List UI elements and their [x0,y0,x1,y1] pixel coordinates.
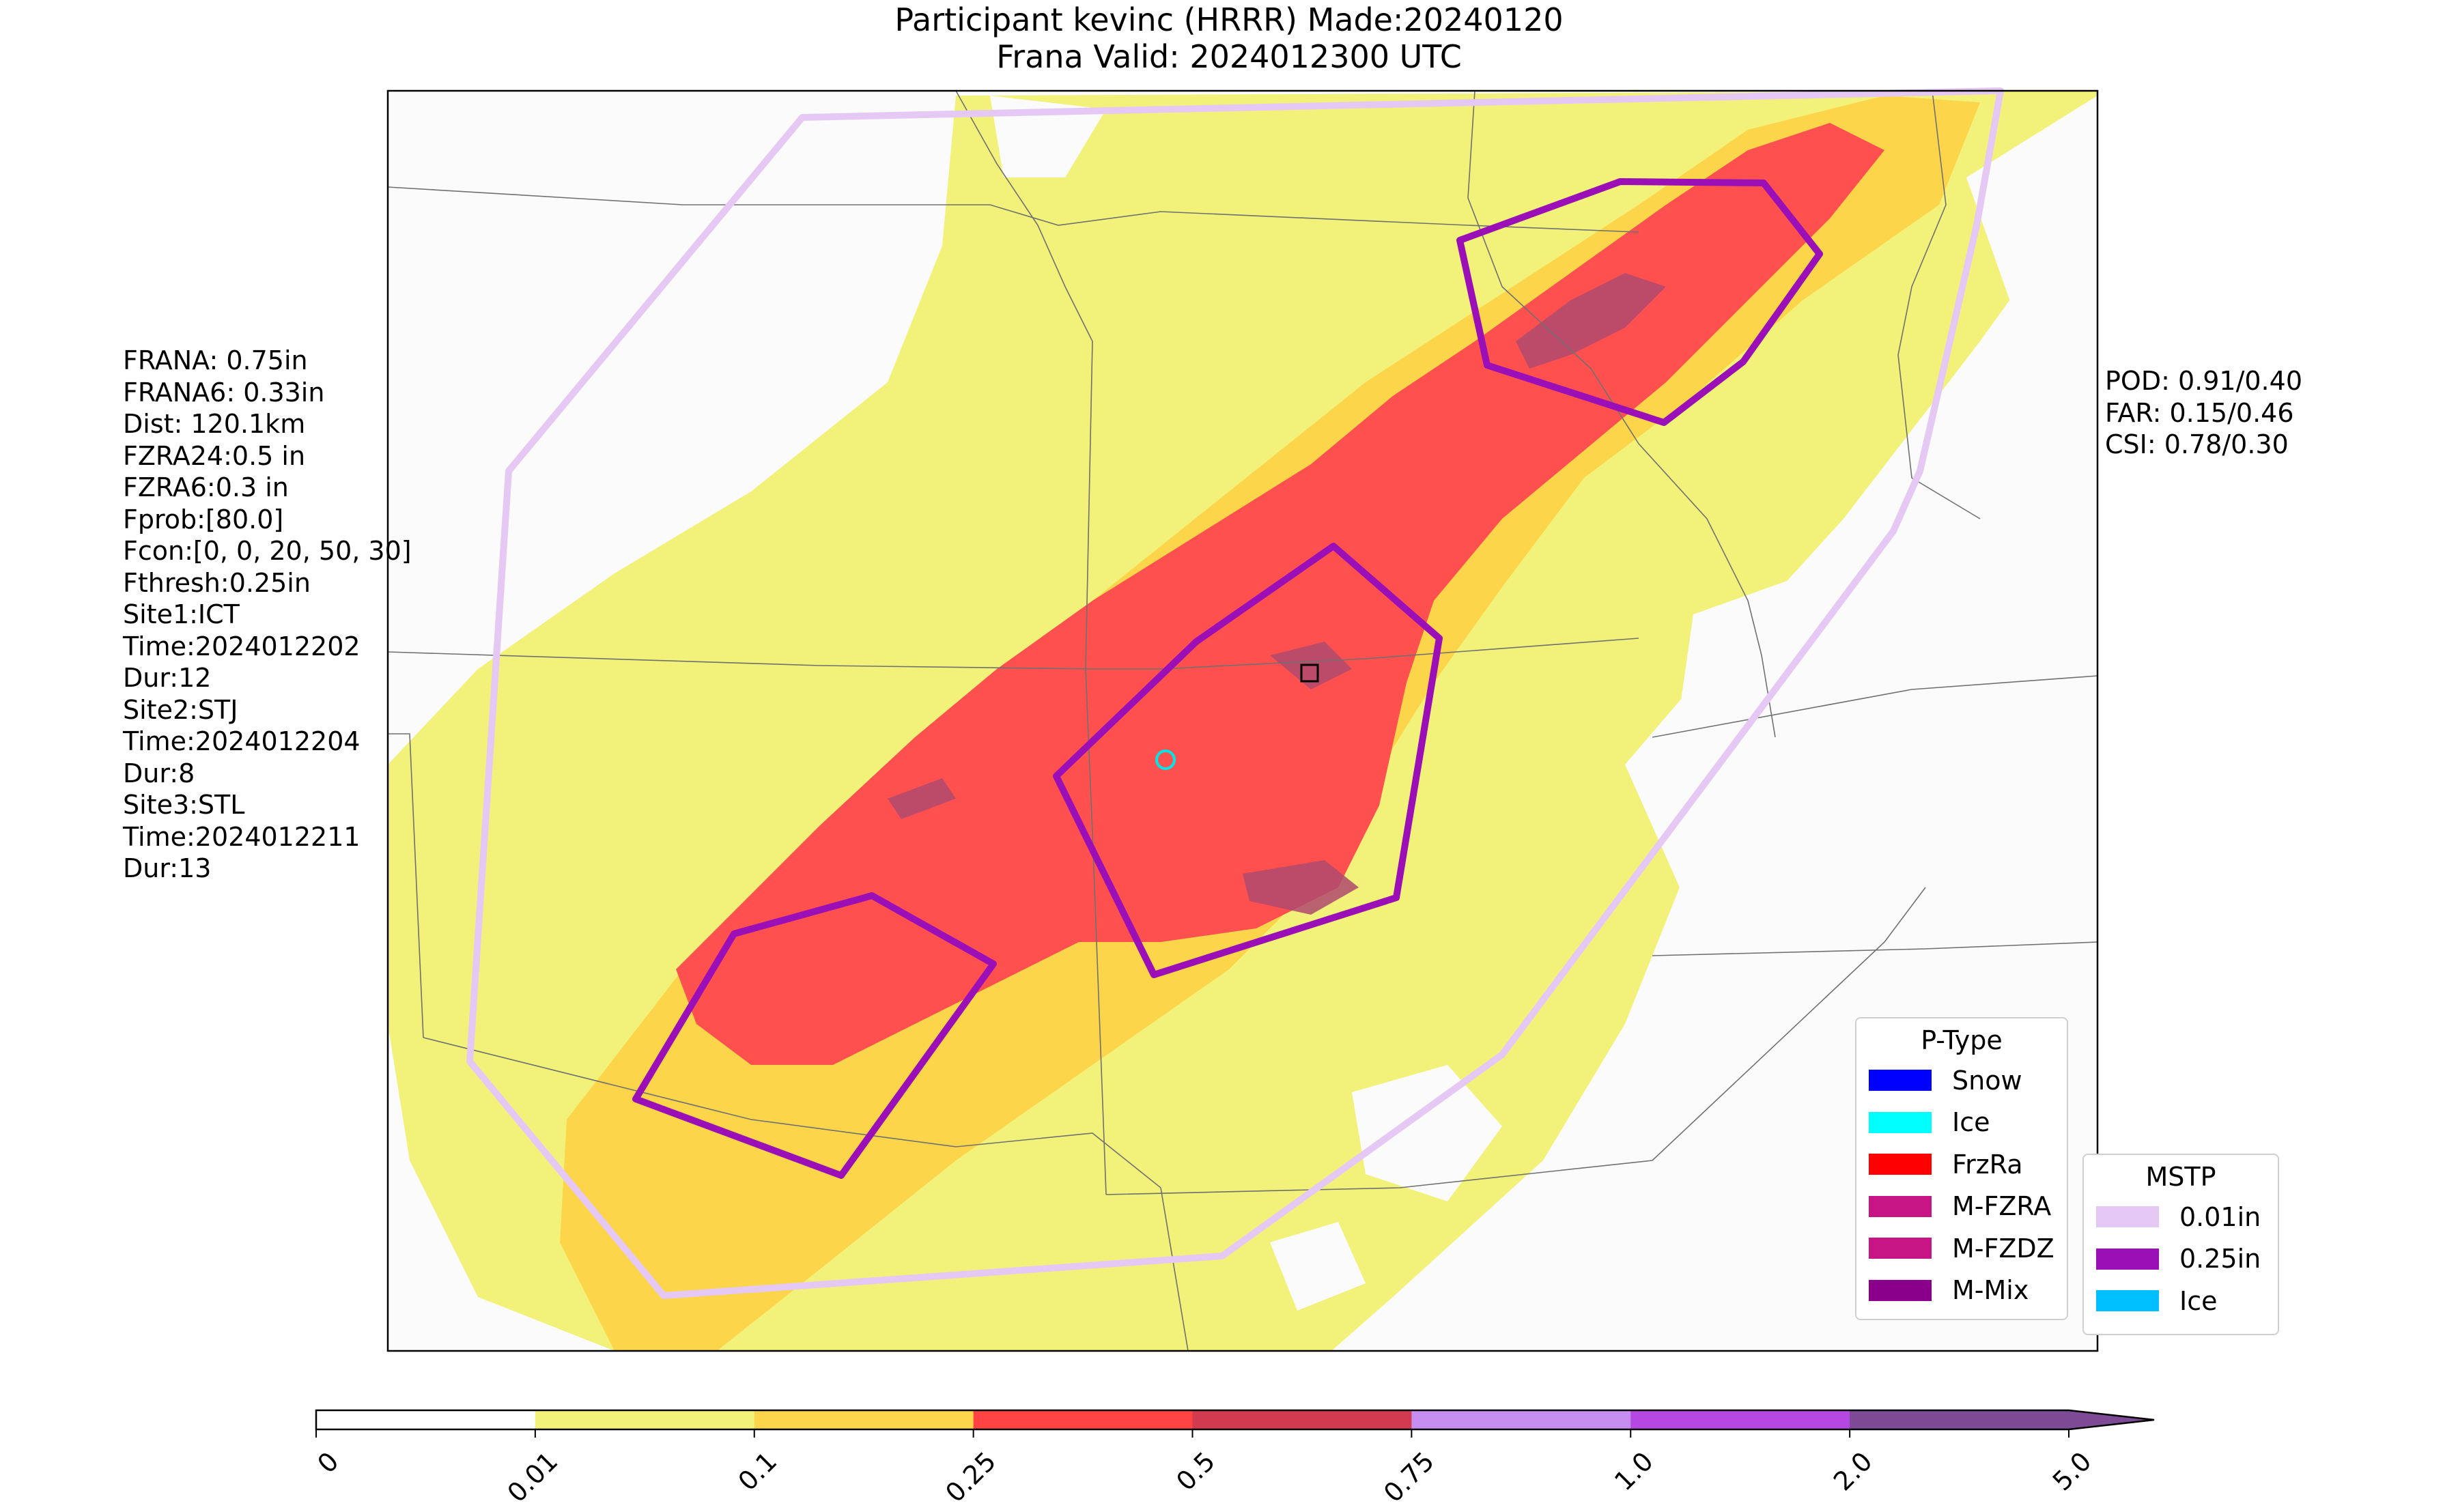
forecast-stat-line: Time:2024012204 [123,726,361,756]
legend-label: M-Mix [1952,1275,2029,1306]
legend-entry: Ice [1856,1102,2067,1144]
verification-stats-panel: POD: 0.91/0.40 FAR: 0.15/0.46 CSI: 0.78/0.… [2105,365,2302,461]
forecast-stat-line: Site2:STJ [123,694,238,725]
mstp-025-outline-sw [632,892,997,1179]
forecast-stat-line: FZRA6:0.3 in [123,472,289,502]
legend-label: M-FZDZ [1952,1233,2054,1264]
verification-stat-line: CSI: 0.78/0.30 [2105,429,2289,459]
forecast-stat-line: Dur:12 [123,663,212,693]
legend-entry: FrzRa [1856,1143,2067,1186]
legend-entry: M-FZRA [1856,1186,2067,1228]
forecast-stat-line: Time:2024012202 [123,631,361,661]
forecast-stat-line: Fprob:[80.0] [123,504,284,534]
forecast-stat-line: Fthresh:0.25in [123,567,311,598]
map-frame [386,89,2099,1352]
legend-label: FrzRa [1952,1149,2023,1180]
legend-swatch [1869,1154,1932,1175]
legend-label: 0.01in [2179,1201,2261,1232]
legend-label: Ice [2179,1285,2218,1316]
precip-region-heavy [676,123,1884,1065]
legend-label: Snow [1952,1065,2022,1096]
legend-entry: 0.25in [2084,1238,2278,1281]
legend-swatch [2096,1290,2159,1312]
forecast-stat-line: Time:2024012211 [123,821,361,852]
chart-title: Participant kevinc (HRRR) Made:20240120 [894,1,1564,38]
verification-stat-line: FAR: 0.15/0.46 [2105,397,2294,428]
legend-swatch [1869,1070,1932,1092]
observation-square-marker [1300,664,1319,683]
ptype-legend-title: P-Type [1921,1025,2003,1055]
mstp-legend: MSTP 0.01in 0.25in Ice [2082,1154,2279,1335]
forecast-stat-line: FRANA: 0.75in [123,345,308,375]
legend-swatch [1869,1195,1932,1217]
forecast-stat-line: Dist: 120.1km [123,409,306,439]
legend-entry: Snow [1856,1059,2067,1102]
forecast-stat-line: Site1:ICT [123,599,240,629]
legend-entry: Ice [2084,1280,2278,1322]
mstp-025-outline-ne [1456,178,1823,426]
legend-entry: M-Mix [1856,1270,2067,1312]
mstp-025-outline-center [1053,543,1443,978]
forecast-stats-panel: FRANA: 0.75in FRANA6: 0.33in Dist: 120.1km… [123,345,412,885]
legend-label: Ice [1952,1107,1990,1138]
legend-swatch [2096,1248,2159,1270]
verification-stat-line: POD: 0.91/0.40 [2105,366,2302,396]
precip-region-extreme [1516,273,1666,369]
mstp-001-outline [466,87,2004,1299]
forecast-stat-line: Site3:STL [123,790,245,820]
ptype-legend: P-Type Snow Ice FrzRa M-FZRA M-FZDZ M-Mix [1855,1017,2068,1320]
forecast-stat-line: Fcon:[0, 0, 20, 50, 30] [123,536,412,566]
legend-entry: 0.01in [2084,1196,2278,1238]
forecast-stat-line: FZRA24:0.5 in [123,440,306,471]
forecast-stat-line: Dur:8 [123,758,195,788]
legend-label: M-FZRA [1952,1191,2052,1222]
legend-swatch [2096,1206,2159,1228]
mstp-025-outlines [632,178,1823,1179]
forecast-stat-line: FRANA6: 0.33in [123,377,325,408]
forecast-stat-line: Dur:13 [123,853,212,883]
legend-label: 0.25in [2179,1244,2261,1274]
legend-entry: M-FZDZ [1856,1227,2067,1270]
legend-swatch [1869,1111,1932,1133]
ice-site-marker [1155,750,1176,770]
state-borders [388,91,2097,1351]
chart-subtitle: Frana Valid: 2024012300 UTC [996,38,1462,75]
legend-swatch [1869,1279,1932,1301]
legend-swatch [1869,1238,1932,1259]
mstp-legend-title: MSTP [2145,1162,2216,1192]
